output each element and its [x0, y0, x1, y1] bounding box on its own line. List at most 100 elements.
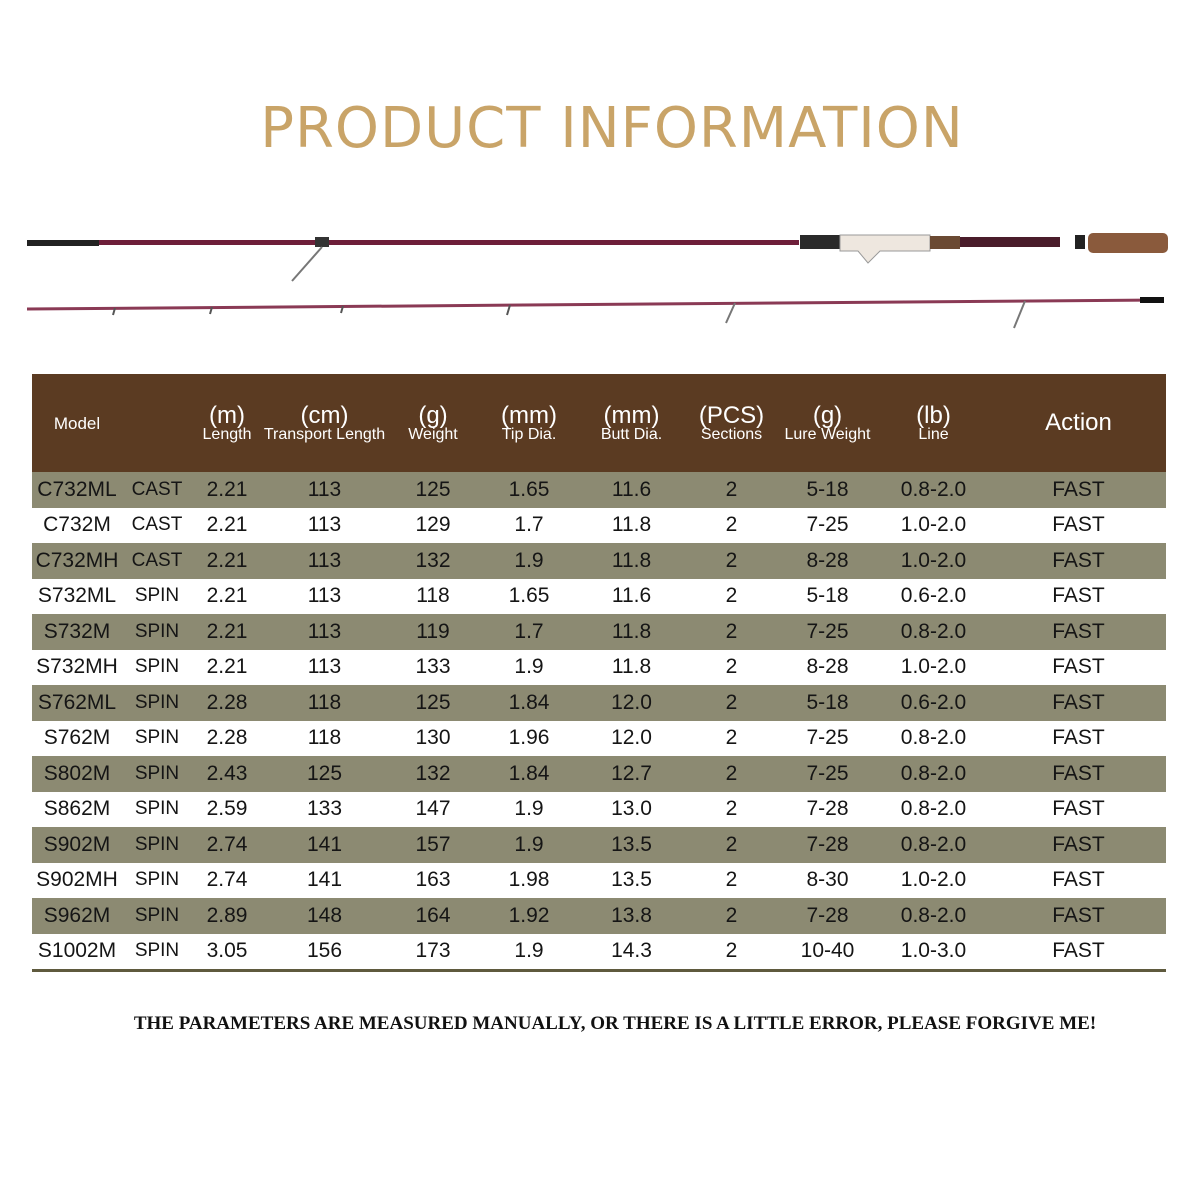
table-cell: FAST	[991, 685, 1166, 721]
table-row: S762ML SPIN 2.28 118 125 1.84 12.0 2 5-18 0.6-2.0…	[32, 685, 1166, 721]
table-cell: 125	[387, 472, 479, 508]
table-cell: 2	[684, 685, 779, 721]
table-cell: S962M	[32, 898, 122, 934]
table-cell: 11.8	[579, 543, 684, 579]
table-row: S732ML SPIN 2.21 113 118 1.65 11.6 2 5-18 0.6-2.0…	[32, 578, 1166, 614]
column-label: Tip Dia.	[501, 425, 557, 443]
table-cell: SPIN	[122, 933, 192, 972]
table-cell: 0.6-2.0	[876, 578, 991, 614]
fishing-rod-image	[26, 233, 1168, 329]
table-header-row: Model (m) Length (cm) Transport Length (g) Wei…	[32, 374, 1166, 472]
table-cell: FAST	[991, 791, 1166, 827]
column-header: (PCS) Sections	[684, 374, 779, 472]
table-cell: 8-30	[779, 862, 876, 898]
table-cell: S732M	[32, 614, 122, 650]
table-cell: 2	[684, 578, 779, 614]
table-cell: S862M	[32, 791, 122, 827]
column-unit: (mm)	[501, 401, 557, 429]
table-cell: 7-25	[779, 756, 876, 792]
table-cell: FAST	[991, 720, 1166, 756]
disclaimer-text: THE PARAMETERS ARE MEASURED MANUALLY, OR…	[133, 1013, 1097, 1034]
table-cell: 118	[262, 685, 387, 721]
table-cell: 1.0-2.0	[876, 507, 991, 543]
table-cell: 141	[262, 827, 387, 863]
table-cell: 13.5	[579, 827, 684, 863]
table-cell: 118	[387, 578, 479, 614]
table-cell: 0.8-2.0	[876, 827, 991, 863]
column-label: Line	[918, 425, 949, 443]
table-cell: 1.0-3.0	[876, 933, 991, 972]
table-cell: SPIN	[122, 827, 192, 863]
table-cell: 0.8-2.0	[876, 791, 991, 827]
table-row: C732MH CAST 2.21 113 132 1.9 11.8 2 8-28 1.0-2.0 F…	[32, 543, 1166, 579]
column-header: (g) Weight	[387, 374, 479, 472]
table-cell: 113	[262, 614, 387, 650]
table-cell: 7-28	[779, 791, 876, 827]
table-cell: 0.8-2.0	[876, 472, 991, 508]
table-cell: 2	[684, 898, 779, 934]
column-header: Model	[32, 374, 122, 472]
table-cell: FAST	[991, 862, 1166, 898]
table-cell: 11.8	[579, 649, 684, 685]
table-cell: 1.96	[479, 720, 579, 756]
table-cell: S902MH	[32, 862, 122, 898]
column-unit: (g)	[812, 401, 843, 429]
table-cell: FAST	[991, 898, 1166, 934]
table-cell: 1.9	[479, 827, 579, 863]
product-spec-table: Model (m) Length (cm) Transport Length (g) Wei…	[32, 374, 1166, 972]
table-cell: 147	[387, 791, 479, 827]
table-cell: 1.9	[479, 543, 579, 579]
column-unit: (g)	[418, 401, 448, 429]
table-cell: 1.0-2.0	[876, 862, 991, 898]
table-cell: 7-28	[779, 898, 876, 934]
column-unit: (PCS)	[698, 401, 765, 429]
table-cell: 119	[387, 614, 479, 650]
table-cell: SPIN	[122, 791, 192, 827]
table-cell: C732ML	[32, 472, 122, 508]
table-cell: 8-28	[779, 543, 876, 579]
table-cell: SPIN	[122, 898, 192, 934]
table-cell: SPIN	[122, 614, 192, 650]
rod-butt-section	[27, 233, 1168, 282]
column-unit: (m)	[209, 401, 245, 429]
table-cell: 11.8	[579, 614, 684, 650]
table-cell: CAST	[122, 507, 192, 543]
table-cell: FAST	[991, 933, 1166, 972]
page-title: PRODUCT INFORMATION	[260, 96, 964, 161]
table-row: S802M SPIN 2.43 125 132 1.84 12.7 2 7-25 0.8-2.0 F…	[32, 756, 1166, 792]
table-cell: 113	[262, 543, 387, 579]
column-header: (cm) Transport Length	[262, 374, 387, 472]
table-cell: FAST	[991, 578, 1166, 614]
column-label: Model	[53, 413, 101, 433]
table-cell: S732ML	[32, 578, 122, 614]
table-cell: FAST	[991, 649, 1166, 685]
table-cell: FAST	[991, 472, 1166, 508]
column-unit: (cm)	[300, 401, 349, 429]
table-cell: 133	[262, 791, 387, 827]
table-cell: 12.0	[579, 720, 684, 756]
table-cell: 2	[684, 614, 779, 650]
table-cell: 1.9	[479, 933, 579, 972]
table-cell: S802M	[32, 756, 122, 792]
table-cell: 125	[387, 685, 479, 721]
table-cell: 2	[684, 756, 779, 792]
column-header: (lb) Line	[876, 374, 991, 472]
table-cell: 2.21	[192, 578, 262, 614]
table-cell: 2	[684, 507, 779, 543]
table-cell: 10-40	[779, 933, 876, 972]
rod-tip-section	[26, 297, 1164, 329]
table-cell: SPIN	[122, 756, 192, 792]
table-cell: 163	[387, 862, 479, 898]
table-cell: 156	[262, 933, 387, 972]
table-cell: 11.6	[579, 578, 684, 614]
table-cell: 2.21	[192, 507, 262, 543]
table-cell: 130	[387, 720, 479, 756]
table-cell: 2.21	[192, 614, 262, 650]
table-cell: 2.59	[192, 791, 262, 827]
table-cell: 113	[262, 507, 387, 543]
column-label: Weight	[408, 425, 458, 443]
table-cell: S762ML	[32, 685, 122, 721]
column-header: Action	[991, 374, 1166, 472]
table-cell: 1.92	[479, 898, 579, 934]
column-label: Action	[1045, 409, 1112, 436]
